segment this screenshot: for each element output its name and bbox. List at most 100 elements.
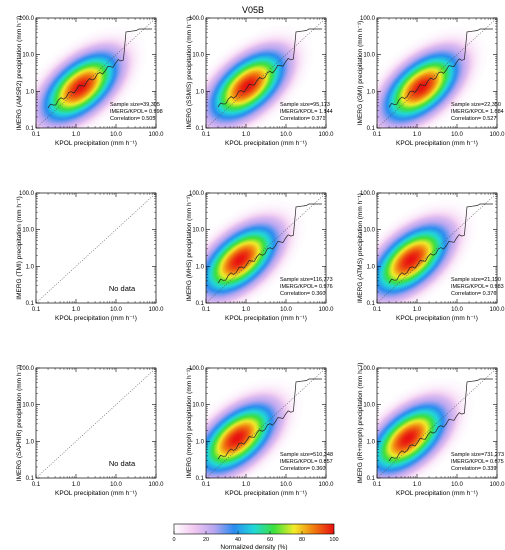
plot-frame — [376, 17, 498, 129]
mean-curve — [388, 28, 493, 108]
y-tick-label: 10.0 — [192, 53, 204, 59]
sample-size-text: Sample size=731,273 — [451, 452, 504, 458]
panel-1: 0.10.1 1.0 1.0 10.0 10.0 100.0 100.0 KPOL preci… — [16, 16, 164, 147]
plot-frame — [205, 192, 327, 304]
no-data-text: No data — [109, 284, 136, 293]
panel-8: 0.10.1 1.0 1.0 10.0 10.0 100.0 100.0 KPOL preci… — [186, 366, 334, 497]
y-tick-label: 100.0 — [360, 366, 376, 372]
x-tick-label: 100.0 — [318, 132, 334, 138]
y-tick-label: 10.0 — [22, 53, 34, 59]
y-tick-label: 10.0 — [192, 403, 204, 409]
x-tick-label: 0.1 — [202, 307, 211, 313]
x-tick-label: 0.1 — [32, 307, 41, 313]
plot-frame — [35, 367, 157, 479]
y-tick-label: 0.1 — [367, 126, 376, 132]
plot-frame — [205, 17, 327, 129]
y-tick-label: 0.1 — [367, 301, 376, 307]
y-axis-label: IMERG (morph) precipitation (mm h⁻¹) — [186, 368, 193, 479]
y-tick-label: 0.1 — [26, 476, 35, 482]
sample-size-text: Sample size=21,190 — [451, 277, 501, 283]
x-tick-label: 0.1 — [202, 132, 211, 138]
sample-size-text: Sample size=116,773 — [280, 277, 333, 283]
colorbar-tick-label: 80 — [299, 537, 305, 543]
y-tick-label: 100.0 — [19, 366, 35, 372]
x-tick-label: 1.0 — [242, 132, 251, 138]
correlation-text: Correlation= 0.527 — [451, 116, 496, 122]
panel-4: 0.10.1 1.0 1.0 10.0 10.0 100.0 100.0 KPOL preci… — [16, 191, 164, 322]
y-tick-label: 1.0 — [196, 439, 205, 445]
panel-9: 0.10.1 1.0 1.0 10.0 10.0 100.0 100.0 KPOL preci… — [357, 363, 505, 498]
ratio-text: IMERG/KPOL= 0.983 — [451, 284, 504, 290]
correlation-text: Correlation= 0.360 — [280, 291, 325, 297]
y-tick-label: 100.0 — [19, 191, 35, 197]
mean-curve — [217, 203, 322, 284]
colorbar-gradient — [173, 523, 335, 535]
one-to-one-line — [35, 17, 157, 129]
x-tick-label: 100.0 — [489, 132, 505, 138]
x-tick-label: 10.0 — [110, 132, 122, 138]
colorbar-tick-label: 60 — [267, 537, 273, 543]
y-tick-label: 100.0 — [360, 16, 376, 22]
x-tick-label: 100.0 — [489, 482, 505, 488]
sample-size-text: Sample size=22,350 — [451, 102, 501, 108]
colorbar: 0 20 40 60 80 100 Normalized density (%) — [172, 523, 339, 550]
figure-title: V05B — [242, 5, 264, 15]
y-axis-label: IMERG (IR+morph) precipitation (mm h⁻¹) — [357, 363, 364, 484]
x-axis-label: KPOL precipitation (mm h⁻¹) — [55, 490, 137, 497]
y-tick-label: 10.0 — [363, 228, 375, 234]
y-tick-label: 1.0 — [196, 89, 205, 95]
colorbar-tick-label: 100 — [329, 537, 338, 543]
x-tick-label: 1.0 — [72, 307, 81, 313]
x-tick-label: 10.0 — [451, 307, 463, 313]
ratio-text: IMERG/KPOL= 0.857 — [280, 459, 333, 465]
panel-2: 0.10.1 1.0 1.0 10.0 10.0 100.0 100.0 KPOL preci… — [186, 16, 334, 147]
panel-5: 0.10.1 1.0 1.0 10.0 10.0 100.0 100.0 KPOL preci… — [186, 191, 334, 322]
x-tick-label: 1.0 — [242, 307, 251, 313]
mean-curve — [388, 203, 493, 284]
x-axis-label: KPOL precipitation (mm h⁻¹) — [225, 490, 307, 497]
ratio-text: IMERG/KPOL= 0.976 — [280, 284, 333, 290]
mean-curve — [388, 378, 493, 462]
plot-frame — [205, 367, 327, 479]
x-tick-label: 10.0 — [280, 482, 292, 488]
y-tick-label: 100.0 — [360, 191, 376, 197]
x-tick-label: 0.1 — [373, 132, 382, 138]
y-tick-label: 1.0 — [367, 264, 376, 270]
y-axis-label: IMERG (AMSR2) precipitation (mm h⁻¹) — [16, 16, 23, 131]
x-tick-label: 10.0 — [451, 482, 463, 488]
correlation-text: Correlation= 0.371 — [280, 116, 325, 122]
y-tick-label: 0.1 — [367, 476, 376, 482]
x-tick-label: 0.1 — [373, 482, 382, 488]
y-tick-label: 1.0 — [367, 439, 376, 445]
x-tick-label: 1.0 — [242, 482, 251, 488]
y-tick-label: 1.0 — [367, 89, 376, 95]
y-tick-label: 1.0 — [26, 89, 35, 95]
sample-size-text: Sample size=39,305 — [110, 102, 160, 108]
y-tick-label: 1.0 — [26, 264, 35, 270]
x-axis-label: KPOL precipitation (mm h⁻¹) — [396, 315, 478, 322]
ratio-text: IMERG/KPOL= 0.998 — [110, 109, 163, 115]
one-to-one-line — [376, 192, 498, 304]
one-to-one-line — [205, 192, 327, 304]
one-to-one-line — [35, 192, 157, 304]
ratio-text: IMERG/KPOL= 1.084 — [451, 109, 504, 115]
x-tick-label: 100.0 — [318, 482, 334, 488]
x-axis-label: KPOL precipitation (mm h⁻¹) — [396, 140, 478, 147]
y-tick-label: 100.0 — [189, 366, 205, 372]
x-tick-label: 1.0 — [72, 482, 81, 488]
no-data-text: No data — [109, 459, 136, 468]
x-axis-label: KPOL precipitation (mm h⁻¹) — [55, 315, 137, 322]
x-tick-label: 1.0 — [413, 132, 422, 138]
one-to-one-line — [205, 367, 327, 479]
one-to-one-line — [35, 367, 157, 479]
x-tick-label: 100.0 — [148, 132, 164, 138]
y-tick-label: 10.0 — [22, 228, 34, 234]
x-tick-label: 100.0 — [148, 307, 164, 313]
sample-size-text: Sample size=510,348 — [280, 452, 333, 458]
x-tick-label: 100.0 — [489, 307, 505, 313]
x-tick-label: 1.0 — [413, 482, 422, 488]
x-tick-label: 10.0 — [110, 307, 122, 313]
x-tick-label: 1.0 — [72, 132, 81, 138]
y-axis-label: IMERG (TMI) precipitation (mm h⁻¹) — [16, 196, 23, 299]
